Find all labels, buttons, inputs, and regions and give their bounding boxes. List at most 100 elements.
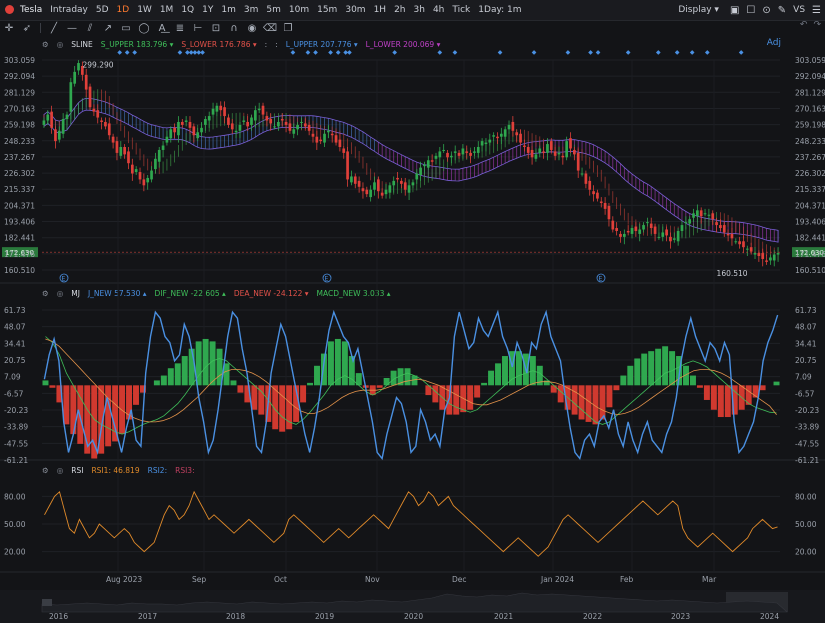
undo-icon[interactable]: ↶: [799, 20, 808, 30]
signal-marker: ◆: [532, 49, 537, 56]
crosshair-icon[interactable]: ✛: [4, 22, 14, 34]
macd-histogram-bar: [550, 385, 557, 393]
period-tab-3h[interactable]: 3h: [413, 5, 425, 15]
period-tab-15m[interactable]: 15m: [317, 5, 338, 15]
redo-icon[interactable]: ↷: [813, 20, 821, 30]
text-icon[interactable]: A͟: [158, 22, 166, 34]
candle-body: [530, 149, 534, 158]
candle-body: [273, 126, 276, 128]
candle-body: [749, 247, 753, 252]
eye-icon[interactable]: ◎: [56, 288, 64, 298]
macd-tick-right: 34.41: [795, 339, 817, 348]
arrow-icon[interactable]: ↗: [103, 22, 113, 34]
candle-body: [388, 185, 392, 193]
macd-histogram-bar: [543, 380, 550, 386]
time-tick-label: Sep: [192, 575, 206, 584]
macd-tick-left: -47.55: [4, 439, 28, 448]
compare-vs-label[interactable]: VS: [793, 5, 806, 15]
layout-icon[interactable]: ▣: [729, 4, 740, 16]
period-tab-1m[interactable]: 1M: [159, 5, 174, 15]
candle-body: [230, 123, 234, 130]
checkbox-icon[interactable]: ☐: [746, 4, 756, 16]
macd-histogram-bar: [578, 385, 585, 420]
gear-icon[interactable]: ⚙: [42, 465, 49, 475]
trendline-icon[interactable]: ╱: [50, 22, 58, 34]
candle-body: [134, 169, 138, 173]
candle-body: [373, 182, 376, 190]
channel-icon[interactable]: ⫽: [87, 22, 93, 34]
period-tab-1m[interactable]: 1m: [221, 5, 236, 15]
period-tab-2h[interactable]: 2h: [394, 5, 406, 15]
period-tab-4h[interactable]: 4h: [432, 5, 445, 15]
macd-histogram-bar: [627, 365, 634, 386]
candle-body: [753, 253, 757, 255]
symbol-badge: [5, 5, 14, 14]
time-tick-label: Nov: [365, 575, 380, 584]
candle-body: [380, 192, 384, 196]
candle-body: [292, 129, 296, 134]
period-tab-1h[interactable]: 1H: [373, 5, 387, 15]
fib-icon[interactable]: ≣: [175, 22, 185, 34]
macd-histogram-bar: [56, 385, 63, 403]
period-tab-1w[interactable]: 1W: [137, 5, 152, 15]
candle-body: [492, 135, 495, 137]
rsi1-line: [44, 490, 778, 557]
period-tab-1day-1m[interactable]: 1Day: 1m: [478, 5, 522, 15]
macd-tick-left: -20.23: [4, 406, 28, 415]
macd-histogram-bar: [502, 356, 508, 386]
lock-icon[interactable]: ⊡: [211, 22, 221, 34]
price-tick-left: 237.267: [4, 153, 35, 162]
trash-icon[interactable]: ⌫: [262, 22, 278, 34]
candle-body: [684, 222, 688, 224]
macd-histogram-bar: [369, 385, 376, 396]
layers-icon[interactable]: ❐: [283, 22, 293, 34]
period-tab-intraday[interactable]: Intraday: [50, 5, 88, 15]
period-tab-1q[interactable]: 1Q: [181, 5, 195, 15]
magnet-icon[interactable]: ∩: [230, 22, 238, 34]
event-marker: [596, 273, 606, 283]
gear-icon[interactable]: ⚙: [42, 288, 49, 298]
circle-icon[interactable]: ◯: [138, 22, 150, 34]
gear-icon[interactable]: ⚙: [42, 39, 49, 49]
display-dropdown[interactable]: Display ▾: [678, 5, 719, 15]
indicator-name[interactable]: RSI: [71, 465, 84, 475]
eye-icon[interactable]: ◎: [56, 39, 64, 49]
period-tab-3m[interactable]: 3m: [243, 5, 259, 15]
cursor-icon[interactable]: ➶: [22, 22, 32, 34]
eye-icon[interactable]: ◎: [56, 465, 64, 475]
period-tab-10m[interactable]: 10m: [288, 5, 310, 15]
macd-histogram-bar: [279, 385, 286, 432]
rect-icon[interactable]: ▭: [121, 22, 131, 34]
period-tab-1y[interactable]: 1Y: [202, 5, 214, 15]
macd-histogram-bar: [474, 385, 481, 398]
period-tab-1d[interactable]: 1D: [116, 5, 130, 15]
period-tab-30m[interactable]: 30m: [345, 5, 366, 15]
period-tab-5m[interactable]: 5m: [266, 5, 281, 15]
candle-body: [303, 123, 307, 127]
macd-histogram-bar: [759, 385, 766, 391]
menu-icon[interactable]: ☰: [812, 4, 821, 16]
camera-icon[interactable]: ⊙: [762, 4, 771, 16]
legend-separator: :: [275, 39, 278, 49]
event-marker: [59, 273, 69, 283]
ruler-icon[interactable]: ⊢: [193, 22, 203, 34]
indicator-name[interactable]: SLINE: [71, 39, 93, 49]
hline-icon[interactable]: —: [67, 22, 77, 34]
adj-button[interactable]: Adj: [766, 38, 781, 48]
signal-marker: ◆: [313, 49, 318, 56]
top-right-controls: Display ▾ ▣ ☐ ⊙ ✎ VS ☰: [674, 0, 821, 20]
symbol-label[interactable]: Tesla: [20, 5, 43, 15]
signal-marker: ◆: [596, 49, 601, 56]
candle-body: [503, 129, 507, 137]
macd-histogram-bar: [139, 385, 146, 393]
pen-icon[interactable]: ✎: [777, 4, 787, 16]
indicator-name[interactable]: MJ: [71, 288, 80, 298]
eye-icon[interactable]: ◉: [247, 22, 257, 34]
candle-body: [100, 120, 103, 122]
candle-body: [338, 139, 342, 148]
period-tab-tick[interactable]: Tick: [452, 5, 471, 15]
period-tab-5d[interactable]: 5D: [95, 5, 109, 15]
time-tick-label: Oct: [274, 575, 287, 584]
legend-rsi3: RSI3:: [175, 465, 195, 475]
